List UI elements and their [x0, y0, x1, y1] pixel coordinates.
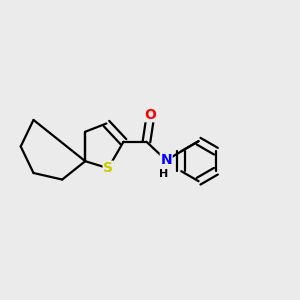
Text: N: N	[160, 153, 172, 167]
Text: S: S	[103, 161, 113, 175]
Text: H: H	[159, 169, 169, 178]
Text: O: O	[145, 108, 157, 122]
